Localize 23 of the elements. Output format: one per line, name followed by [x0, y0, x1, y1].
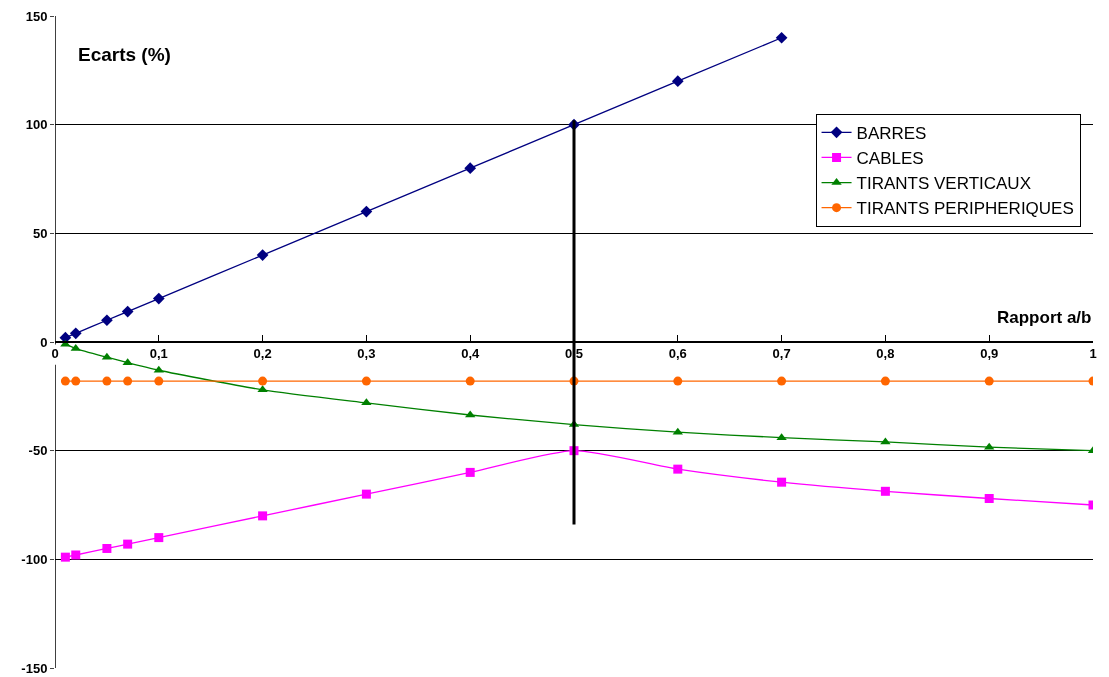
x-tick-label: 0,9 [980, 346, 999, 362]
legend-label: TIRANTS VERTICAUX [856, 174, 1031, 194]
x-tick-label: 0,8 [876, 346, 895, 362]
y-axis-title: Ecarts (%) [78, 44, 171, 65]
x-tick-label: 0,4 [461, 346, 480, 362]
x-tick-label: 1 [1089, 346, 1097, 362]
x-tick-label: 0,3 [357, 346, 376, 362]
x-tick-label: 0,7 [772, 346, 791, 362]
x-tick-label: 0,2 [253, 346, 272, 362]
y-tick-label: 0 [40, 334, 48, 350]
y-tick-label: -150 [21, 660, 48, 676]
x-tick-label: 0,1 [149, 346, 168, 362]
x-tick-label: 0,6 [668, 346, 687, 362]
y-tick-label: 50 [32, 225, 48, 241]
x-axis-title: Rapport a/b [997, 308, 1092, 327]
legend-label: CABLES [856, 149, 924, 169]
legend-label: BARRES [856, 123, 927, 143]
y-tick-label: -50 [28, 443, 48, 459]
y-tick-label: 150 [25, 8, 48, 24]
legend-label: TIRANTS PERIPHERIQUES [856, 199, 1074, 219]
y-tick-label: 100 [25, 117, 48, 133]
y-tick-label: -100 [21, 551, 48, 567]
x-tick-label: 0 [51, 346, 59, 362]
